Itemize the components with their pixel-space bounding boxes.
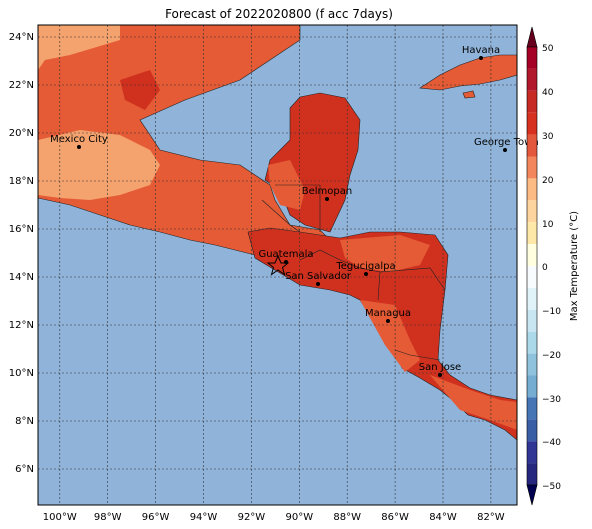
colorbar-tick: −40 bbox=[542, 438, 561, 448]
land-isla-juventud bbox=[462, 90, 476, 99]
colorbar-bin bbox=[527, 156, 537, 179]
city-dot-managua bbox=[386, 319, 390, 323]
lon-tick: 88°W bbox=[333, 512, 361, 523]
city-dot-san-salvador bbox=[316, 282, 320, 286]
colorbar-bin bbox=[527, 68, 537, 91]
city-label-havana: Havana bbox=[462, 45, 500, 56]
colorbar-tick: 30 bbox=[542, 132, 554, 142]
patch-honduras-light bbox=[340, 235, 430, 272]
patch-dark-interior bbox=[120, 70, 160, 110]
colorbar-bin bbox=[527, 419, 537, 442]
colorbar-bin bbox=[527, 200, 537, 223]
colorbar-bin bbox=[527, 331, 537, 354]
lat-tick: 12°N bbox=[9, 320, 34, 331]
colorbar-bin bbox=[527, 244, 537, 266]
colorbar-bin bbox=[527, 47, 537, 69]
city-label-guatemala: Guatemala bbox=[258, 249, 313, 260]
lon-tick: 96°W bbox=[142, 512, 170, 523]
lat-tick: 14°N bbox=[9, 272, 34, 283]
colorbar-bin bbox=[527, 112, 537, 135]
map-title: Forecast of 2022020800 (f acc 7days) bbox=[165, 7, 393, 21]
city-dot-george-town bbox=[503, 148, 507, 152]
colorbar-bin bbox=[527, 90, 537, 113]
colorbar-tick: 40 bbox=[542, 88, 554, 98]
city-label-mexico-city: Mexico City bbox=[50, 134, 108, 145]
lon-tick: 84°W bbox=[429, 512, 457, 523]
city-dot-havana bbox=[479, 56, 483, 60]
city-dot-tegucigalpa bbox=[364, 272, 368, 276]
city-label-san-jose: San Jose bbox=[419, 362, 461, 373]
colorbar-tick: 0 bbox=[542, 263, 548, 273]
colorbar-bin bbox=[527, 441, 537, 464]
city-dot-belmopan bbox=[325, 197, 329, 201]
lon-tick: 82°W bbox=[477, 512, 505, 523]
lat-tick: 10°N bbox=[9, 368, 34, 379]
city-label-george-town: George Town bbox=[474, 137, 539, 148]
lon-tick: 90°W bbox=[285, 512, 313, 523]
lat-tick: 8°N bbox=[15, 416, 34, 427]
land-cuba bbox=[419, 54, 517, 91]
patch-mexico-light bbox=[38, 25, 120, 70]
lon-tick: 94°W bbox=[190, 512, 218, 523]
patch-mexico-city-light bbox=[38, 130, 160, 200]
land-temperature-field bbox=[38, 25, 517, 441]
lat-tick: 16°N bbox=[9, 224, 34, 235]
colorbar-bin bbox=[527, 222, 537, 245]
lat-tick: 18°N bbox=[9, 176, 34, 187]
country-borders bbox=[261, 184, 446, 361]
lat-tick: 6°N bbox=[15, 464, 34, 475]
patch-nicaragua-coast bbox=[360, 300, 420, 372]
colorbar-tick: 10 bbox=[542, 220, 554, 230]
colorbar-tick: −10 bbox=[542, 307, 561, 317]
city-label-san-salvador: San Salvador bbox=[285, 271, 352, 282]
colorbar-bin bbox=[527, 134, 537, 157]
map-frame bbox=[37, 24, 518, 506]
colorbar-bin bbox=[527, 287, 537, 310]
lat-tick: 20°N bbox=[9, 128, 34, 139]
colorbar-label: Max Temperature (°C) bbox=[569, 211, 580, 321]
colorbar-bin bbox=[527, 266, 537, 288]
colorbar: 50 40 30 20 10 0 −10 −20 −30 −40 −50 Max… bbox=[526, 26, 580, 506]
city-label-managua: Managua bbox=[365, 308, 411, 319]
colorbar-bin bbox=[527, 178, 537, 201]
city-label-belmopan: Belmopan bbox=[302, 186, 352, 197]
colorbar-bin bbox=[527, 375, 537, 398]
colorbar-bin bbox=[527, 463, 537, 485]
city-label-tegucigalpa: Tegucigalpa bbox=[335, 261, 395, 272]
colorbar-tick: −20 bbox=[542, 351, 561, 361]
lat-tick: 24°N bbox=[9, 32, 34, 43]
city-dot-mexico-city bbox=[77, 145, 81, 149]
colorbar-tick: −30 bbox=[542, 395, 561, 405]
lon-tick-labels: 100°W 98°W 96°W 94°W 92°W 90°W 88°W 86°W… bbox=[43, 512, 505, 523]
colorbar-bin bbox=[527, 397, 537, 420]
patch-costa-rica bbox=[430, 375, 517, 430]
lon-tick: 86°W bbox=[381, 512, 409, 523]
colorbar-frame bbox=[526, 46, 538, 486]
star-marker-icon bbox=[266, 254, 290, 276]
colorbar-bin bbox=[527, 309, 537, 332]
lat-tick: 22°N bbox=[9, 80, 34, 91]
lon-tick: 100°W bbox=[43, 512, 77, 523]
city-dot-san-jose bbox=[438, 373, 442, 377]
map-panel: 100°W 98°W 96°W 94°W 92°W 90°W 88°W 86°W… bbox=[9, 24, 539, 523]
lat-tick-labels: 6°N 8°N 10°N 12°N 14°N 16°N 18°N 20°N 22… bbox=[9, 32, 34, 475]
colorbar-top-extend bbox=[526, 26, 538, 48]
lon-tick: 98°W bbox=[94, 512, 122, 523]
gridlines bbox=[38, 25, 517, 505]
colorbar-bin bbox=[527, 353, 537, 376]
colorbar-tick: 50 bbox=[542, 44, 554, 54]
city-markers: Havana Mexico City George Town Belmopan … bbox=[50, 45, 539, 377]
lon-tick: 92°W bbox=[238, 512, 266, 523]
colorbar-bottom-extend bbox=[526, 484, 538, 506]
colorbar-tick: 20 bbox=[542, 176, 554, 186]
colorbar-tick: −50 bbox=[542, 482, 561, 492]
